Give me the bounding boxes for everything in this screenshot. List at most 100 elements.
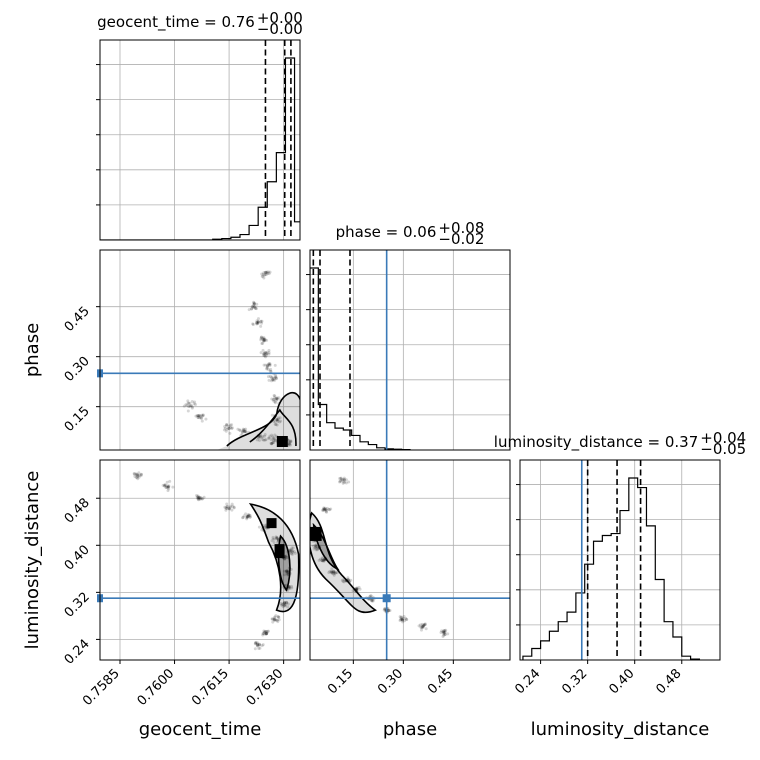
scatter-point [276,416,280,420]
scatter-point [190,406,194,410]
scatter-point [344,478,348,482]
scatter-point [252,302,256,306]
scatter-point [161,483,165,487]
scatter-point [262,352,266,356]
scatter-point [197,495,201,499]
scatter-point [238,429,242,433]
scatter-point [251,322,255,326]
scatter-point [258,646,262,650]
scatter-point [419,628,423,632]
scatter-point [276,615,280,619]
scatter-point [273,375,277,379]
scatter-point [261,633,265,637]
scatter-point [167,485,171,489]
scatter-point [349,578,353,582]
scatter-point [278,416,282,420]
scatter-point [442,630,446,634]
scatter-point [320,558,324,562]
scatter-point [420,626,424,630]
title-median: 0.06 [403,223,436,241]
scatter-point [328,508,332,512]
hist-panel-geocent_time: geocent_time = 0.76 +0.00−0.00 [96,9,303,241]
scatter-point [282,600,286,604]
scatter-point [273,422,277,426]
scatter-panel-inner [100,250,300,450]
scatter-point [268,363,272,367]
y-tick-label-phase: 0.45 [62,304,93,335]
scatter-point [315,545,319,549]
scatter-point [322,507,326,511]
scatter-point [255,644,259,648]
scatter-point [313,543,317,547]
scatter-point [342,478,346,482]
scatter-point [272,439,276,443]
scatter-point [270,433,274,437]
scatter-point [332,570,336,574]
scatter-point [201,497,205,501]
scatter-point [264,270,268,274]
scatter-point [271,378,275,382]
scatter-point [328,569,332,573]
scatter-point [371,599,375,603]
title-minus: −0.00 [257,20,303,38]
scatter-point [261,274,265,278]
scatter-point [254,321,258,325]
scatter-point [355,586,359,590]
scatter-point [256,317,260,321]
title-minus: −0.02 [438,230,484,248]
scatter-point [243,430,247,434]
scatter-point [196,497,200,501]
scatter-point [423,623,427,627]
hist-panel-inner-geocent_time [100,40,300,240]
scatter-point [275,398,279,402]
hist-panel-phase: phase = 0.06 +0.08−0.02 [306,219,511,451]
scatter-point [281,605,285,609]
scatter-point [283,601,287,605]
scatter-point [190,405,194,409]
scatter-point [262,337,266,341]
scatter-point [275,618,279,622]
scatter-point [250,305,254,309]
scatter-point [266,375,270,379]
scatter-point [323,507,327,511]
scatter-point [325,508,329,512]
scatter-point [321,556,325,560]
scatter-point [245,515,249,519]
scatter-point [273,433,277,437]
scatter-point [226,505,230,509]
scatter-point [264,632,268,636]
scatter-point [282,604,286,608]
scatter-point [330,571,334,575]
scatter-point [323,508,327,512]
scatter-point [341,579,345,583]
scatter-point [269,369,273,373]
scatter-point [254,306,258,310]
scatter-point [274,422,278,426]
scatter-point [340,578,344,582]
title-plus: +0.04 [700,429,746,447]
scatter-point [254,307,258,311]
scatter-point [267,378,271,382]
scatter-point [401,617,405,621]
scatter-point [198,414,202,418]
scatter-point [420,622,424,626]
scatter-point [265,338,269,342]
scatter-point [260,644,264,648]
y-tick-label-luminosity_distance: 0.24 [62,637,93,668]
density-contour-outer [248,503,300,613]
scatter-point [259,320,263,324]
scatter-point [195,496,199,500]
scatter-point [134,472,138,476]
density-peak [276,436,288,447]
scatter-point [400,618,404,622]
scatter-point [355,587,359,591]
scatter-point [263,354,267,358]
scatter-point [225,424,229,428]
scatter-point [245,516,249,520]
scatter-point [342,480,346,484]
scatter-point [192,402,196,406]
scatter-point [441,630,445,634]
scatter-point [273,438,277,442]
scatter-point [314,544,318,548]
scatter-point [255,302,259,306]
